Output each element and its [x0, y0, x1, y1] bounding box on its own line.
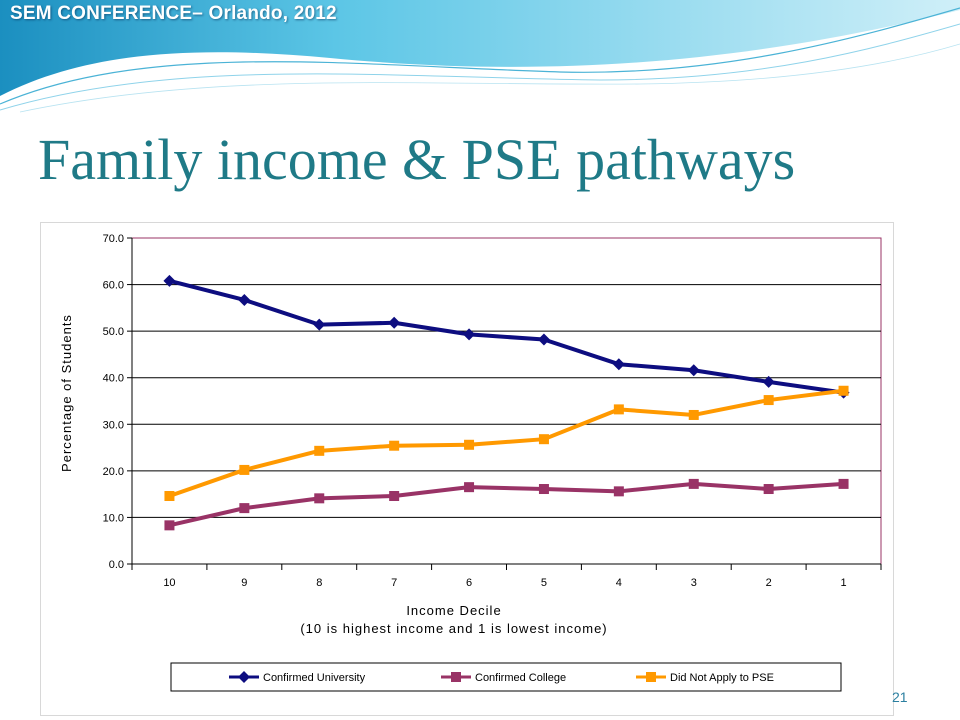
data-point [313, 318, 326, 331]
x-tick-label: 9 [241, 577, 247, 589]
conference-label: SEM CONFERENCE– Orlando, 2012 [10, 3, 337, 24]
data-point [464, 482, 475, 493]
x-tick-label: 6 [466, 577, 472, 589]
header-wave-line-1 [0, 7, 960, 105]
y-tick-label: 10.0 [103, 512, 124, 524]
legend: Confirmed University Confirmed College Did… [170, 662, 842, 692]
data-point [763, 484, 774, 495]
series-did-not-apply-to-pse [164, 385, 849, 502]
y-axis-title: Percentage of Students [59, 314, 74, 472]
header-wave-fill [0, 0, 960, 96]
data-point [314, 493, 325, 504]
tick-labels: 0.0 10.0 20.0 30.0 40.0 50.0 60.0 70.0 10 9 8 7 6 5 4 3… [103, 233, 847, 589]
data-point [389, 491, 400, 502]
x-tick-label: 4 [616, 577, 622, 589]
x-axis-title: Income Decile [406, 603, 501, 618]
x-tick-label: 2 [766, 577, 772, 589]
data-point [762, 375, 775, 388]
data-point [389, 440, 400, 451]
data-point [238, 293, 251, 306]
y-tick-label: 70.0 [103, 233, 124, 245]
data-point [688, 478, 699, 489]
data-point [612, 358, 625, 371]
data-point [537, 333, 550, 346]
legend-label: Confirmed University [263, 672, 366, 684]
legend-swatch-marker [451, 672, 461, 682]
data-point [538, 484, 549, 495]
x-tick-label: 10 [163, 577, 175, 589]
series-confirmed-college [164, 478, 849, 531]
legend-swatch-marker [238, 671, 250, 683]
data-point [463, 328, 476, 341]
header-wave-line-2 [0, 23, 960, 111]
page-number: 21 [892, 689, 908, 705]
data-point [763, 395, 774, 406]
header-wave-line-3 [19, 43, 960, 113]
header-swoosh [0, 0, 960, 113]
data-point [164, 491, 175, 502]
data-point [838, 385, 849, 396]
data-point [613, 486, 624, 497]
x-tick-label: 3 [691, 577, 697, 589]
data-point [239, 503, 250, 514]
chart-container: 0.0 10.0 20.0 30.0 40.0 50.0 60.0 70.0 10 9 8 7 6 5 4 3… [40, 222, 894, 716]
y-tick-label: 50.0 [103, 326, 124, 338]
y-tick-label: 0.0 [109, 559, 124, 571]
data-point [388, 316, 401, 329]
line-chart: 0.0 10.0 20.0 30.0 40.0 50.0 60.0 70.0 10 9 8 7 6 5 4 3… [59, 233, 882, 692]
legend-label: Did Not Apply to PSE [670, 672, 774, 684]
data-point [687, 364, 700, 377]
y-tick-label: 20.0 [103, 466, 124, 478]
slide-title: Family income & PSE pathways [38, 127, 796, 192]
legend-box [170, 662, 842, 692]
data-point [164, 520, 175, 531]
legend-item: Did Not Apply to PSE [636, 672, 774, 684]
legend-swatch-marker [646, 672, 656, 682]
data-point [239, 464, 250, 475]
data-point [688, 409, 699, 420]
x-tick-label: 5 [541, 577, 547, 589]
series-line [168, 388, 844, 498]
series-line [168, 278, 844, 395]
legend-item: Confirmed College [441, 672, 566, 684]
axes [127, 237, 882, 570]
data-point [838, 478, 849, 489]
y-tick-label: 40.0 [103, 373, 124, 385]
data-point [163, 274, 176, 287]
y-tick-label: 30.0 [103, 419, 124, 431]
x-tick-label: 1 [840, 577, 846, 589]
data-point [464, 439, 475, 450]
legend-label: Confirmed College [475, 672, 566, 684]
series-line [169, 481, 844, 528]
y-tick-label: 60.0 [103, 280, 124, 292]
data-point [538, 434, 549, 445]
legend-item: Confirmed University [229, 671, 366, 684]
series-lines [163, 274, 850, 531]
x-tick-label: 7 [391, 577, 397, 589]
x-axis-note: (10 is highest income and 1 is lowest in… [300, 621, 607, 636]
x-tick-label: 8 [316, 577, 322, 589]
data-point [613, 404, 624, 415]
data-point [314, 445, 325, 456]
